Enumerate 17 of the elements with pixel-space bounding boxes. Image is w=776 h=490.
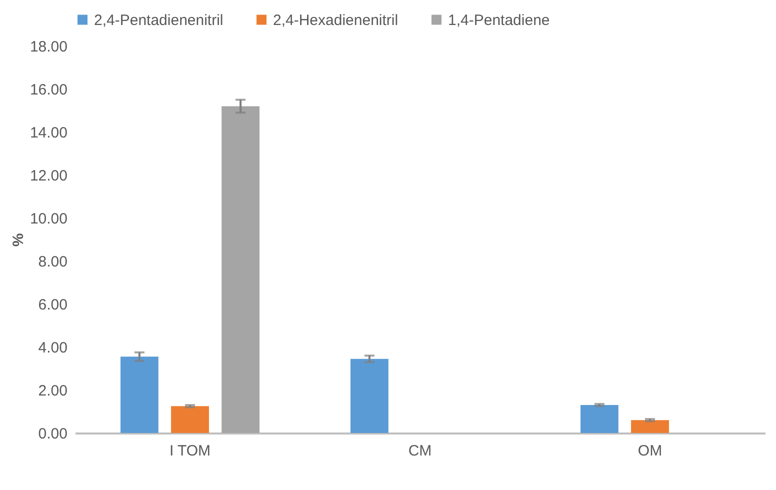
legend-label: 2,4-Pentadienenitril — [94, 12, 224, 29]
x-tick-label: CM — [408, 442, 432, 460]
y-tick-label: 0.00 — [38, 426, 68, 442]
x-tick-label: I TOM — [169, 442, 211, 460]
y-tick-label: 16.00 — [30, 82, 68, 98]
y-axis-title: % — [10, 233, 27, 247]
y-tick-label: 8.00 — [38, 254, 68, 270]
x-tick-label: OM — [638, 442, 662, 460]
legend-label: 2,4-Hexadienenitril — [273, 12, 398, 29]
y-tick-label: 10.00 — [30, 210, 68, 228]
y-tick-label: 12.00 — [30, 168, 68, 184]
y-tick-label: 14.00 — [30, 124, 68, 142]
legend-label: 1,4-Pentadiene — [448, 12, 550, 29]
y-tick-label: 18.00 — [30, 38, 68, 56]
y-tick-label: 2.00 — [38, 382, 68, 400]
y-tick-label: 6.00 — [38, 296, 68, 314]
y-tick-label: 4.00 — [38, 340, 68, 356]
